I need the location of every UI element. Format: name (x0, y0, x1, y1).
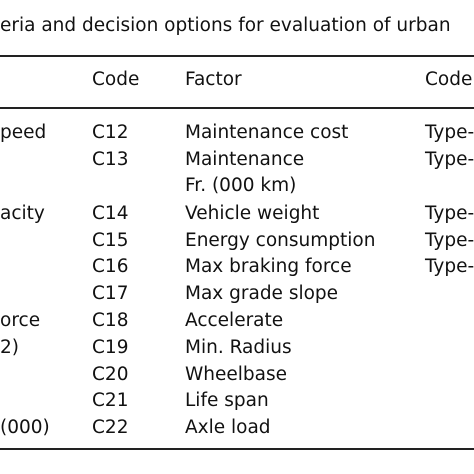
factor-cell: Max grade slope (185, 283, 339, 304)
factor-cell: Life span (185, 390, 269, 411)
left-cell: 2) (0, 337, 19, 358)
code-cell: C13 (92, 149, 129, 170)
header-rule (0, 107, 474, 109)
factor-cell: Wheelbase (185, 364, 288, 385)
code-cell: C16 (92, 256, 129, 277)
left-cell: acity (0, 203, 45, 224)
left-cell: orce (0, 310, 41, 331)
code-cell: C19 (92, 337, 129, 358)
type-cell: Type- (425, 149, 474, 170)
code-cell: C15 (92, 230, 129, 251)
factor-cell: Axle load (185, 417, 271, 438)
factor-cell: Max braking force (185, 256, 352, 277)
type-cell: Type- (425, 203, 474, 224)
header-cell: Factor (185, 69, 242, 90)
top-rule (0, 55, 474, 57)
code-cell: C22 (92, 417, 129, 438)
factor-cell: Maintenance (185, 149, 305, 170)
code-cell: C17 (92, 283, 129, 304)
factor-cell: Min. Radius (185, 337, 292, 358)
factor-cell: Fr. (000 km) (185, 175, 297, 196)
factor-cell: Maintenance cost (185, 122, 349, 143)
code-cell: C12 (92, 122, 129, 143)
left-cell: (000) (0, 417, 50, 438)
factor-cell: Vehicle weight (185, 203, 320, 224)
code-cell: C20 (92, 364, 129, 385)
bottom-rule (0, 448, 474, 450)
table-title: eria and decision options for evaluation… (0, 15, 451, 36)
factor-cell: Accelerate (185, 310, 284, 331)
left-cell: peed (0, 122, 47, 143)
type-cell: Type- (425, 230, 474, 251)
factor-cell: Energy consumption (185, 230, 376, 251)
header-cell: Code (425, 69, 473, 90)
code-cell: C21 (92, 390, 129, 411)
code-cell: C14 (92, 203, 129, 224)
type-cell: Type- (425, 256, 474, 277)
header-cell: Code (92, 69, 140, 90)
type-cell: Type- (425, 122, 474, 143)
code-cell: C18 (92, 310, 129, 331)
